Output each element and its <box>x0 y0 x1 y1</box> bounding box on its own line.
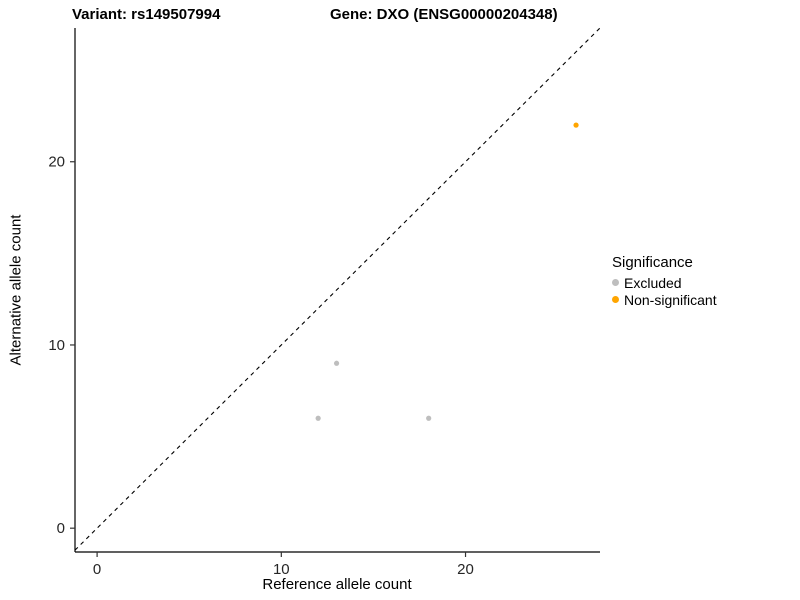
legend-label: Non-significant <box>624 291 717 308</box>
data-point-excluded <box>426 415 432 421</box>
y-tick-label: 0 <box>57 520 65 537</box>
legend-dot <box>612 296 619 303</box>
data-point-excluded <box>333 360 340 366</box>
x-tick-label: 20 <box>457 561 474 578</box>
legend-item: Non-significant <box>612 291 717 308</box>
legend-dot <box>612 279 619 286</box>
y-tick-label: 10 <box>48 337 65 354</box>
plot-title-variant: Variant: rs149507994 <box>72 6 221 23</box>
x-tick-label: 0 <box>93 561 101 578</box>
x-axis-title: Reference allele count <box>262 576 412 593</box>
legend: Significance Excluded Non-significant <box>612 254 717 308</box>
legend-item: Excluded <box>612 274 717 291</box>
legend-label: Excluded <box>624 274 682 291</box>
plot-title-gene: Gene: DXO (ENSG00000204348) <box>330 6 558 23</box>
legend-title: Significance <box>612 254 693 271</box>
identity-dashed-line <box>74 27 601 551</box>
y-axis-title: Alternative allele count <box>7 214 25 366</box>
legend-items: Excluded Non-significant <box>612 274 717 308</box>
x-tick-label: 10 <box>273 561 290 578</box>
y-tick-label: 20 <box>48 154 65 171</box>
data-point-excluded <box>315 415 321 421</box>
data-point-non-significant <box>573 122 579 128</box>
